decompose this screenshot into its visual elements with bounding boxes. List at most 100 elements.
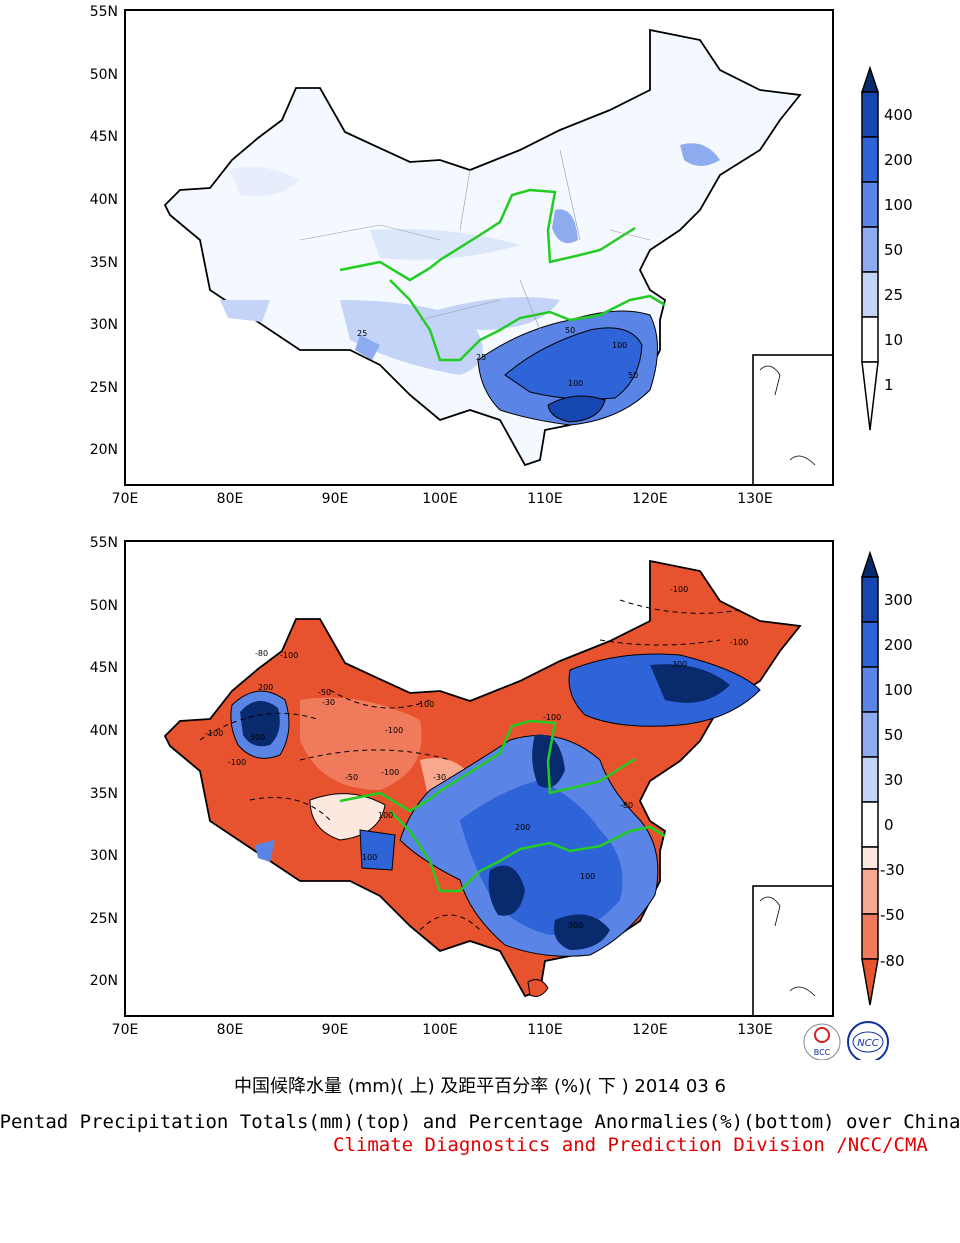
anomaly-positive-patch — [359, 829, 396, 871]
bottom-lon-axis: 70E 80E 90E 100E 110E 120E 130E — [112, 1022, 773, 1038]
contour-label: -50 — [345, 773, 358, 782]
contour-label: -30 — [322, 698, 335, 707]
lon-label: 90E — [322, 491, 349, 507]
lat-label: 25N — [90, 911, 118, 927]
yangtze-river — [389, 810, 666, 893]
lon-label: 110E — [527, 491, 563, 507]
contour-label: -100 — [543, 713, 561, 722]
south-china-sea-inset — [752, 354, 833, 485]
inset-coastline — [759, 896, 816, 997]
colorbar-label: 10 — [884, 331, 903, 349]
colorbar-label: 50 — [884, 726, 903, 744]
contour-label: -100 — [416, 700, 434, 709]
precip-200-area — [547, 395, 606, 423]
lon-label: 70E — [112, 491, 139, 507]
lat-label: 25N — [90, 380, 118, 396]
colorbar-label: 400 — [884, 106, 913, 124]
precip-10-patch — [220, 300, 270, 322]
precip-10-patch — [230, 166, 300, 196]
contour-label: -100 — [205, 729, 223, 738]
contour-label: 200 — [258, 683, 273, 692]
lat-label: 30N — [90, 848, 118, 864]
inset-coastline — [759, 365, 816, 466]
lon-label: 70E — [112, 1022, 139, 1038]
contour-label: 300 — [672, 660, 687, 669]
lon-label: 80E — [217, 491, 244, 507]
precip-25-patch — [680, 143, 720, 166]
bottom-map-content — [163, 559, 833, 1016]
anomaly-minus30-patch — [309, 793, 386, 841]
colorbar-label: 0 — [884, 816, 894, 834]
lat-label: 20N — [90, 973, 118, 989]
precip-10-patch — [370, 229, 520, 260]
colorbar-label: 30 — [884, 771, 903, 789]
yellow-river — [339, 188, 636, 282]
colorbar-label: 1 — [884, 376, 894, 394]
lat-label: 30N — [90, 317, 118, 333]
contour-label: 100 — [362, 853, 377, 862]
contour-label: -30 — [433, 773, 446, 782]
yangtze-river — [389, 279, 666, 362]
lon-label: 90E — [322, 1022, 349, 1038]
contour-label: 100 — [612, 341, 627, 350]
contour-label: 300 — [250, 733, 265, 742]
contour-label: 100 — [378, 811, 393, 820]
colorbar-label: -80 — [880, 952, 905, 970]
top-colorbar: 400 200 100 50 25 10 1 — [860, 65, 913, 431]
colorbar-label: 25 — [884, 286, 903, 304]
lon-label: 120E — [632, 1022, 668, 1038]
lat-label: 20N — [90, 442, 118, 458]
precip-10-patch — [420, 297, 560, 330]
lon-label: 80E — [217, 1022, 244, 1038]
contour-label: 25 — [476, 353, 486, 362]
contour-label: 300 — [568, 921, 583, 930]
lat-label: 40N — [90, 723, 118, 739]
lat-label: 50N — [90, 67, 118, 83]
anomaly-positive-core — [554, 914, 610, 950]
contour-label: 50 — [628, 371, 638, 380]
contour-label: 50 — [565, 326, 575, 335]
negative-contours — [199, 599, 741, 931]
bcc-logo-text: BCC — [814, 1048, 831, 1057]
top-contour-labels: 25 25 50 100 100 50 — [357, 326, 638, 388]
contour-label: 25 — [357, 329, 367, 338]
ncc-logo: NCC — [847, 1021, 889, 1060]
lat-label: 40N — [90, 192, 118, 208]
precip-25-patch — [552, 209, 578, 244]
lat-label: 35N — [90, 255, 118, 271]
contour-label: 100 — [568, 379, 583, 388]
contour-label: 100 — [580, 872, 595, 881]
contour-label: -100 — [280, 651, 298, 660]
province-borders — [299, 149, 651, 331]
lat-label: 55N — [90, 4, 118, 20]
colorbar-label: -30 — [880, 861, 905, 879]
contour-label: -80 — [620, 801, 633, 810]
anomaly-positive-core-xinjiang — [240, 700, 280, 747]
colorbar-label: 200 — [884, 636, 913, 654]
contour-label: -100 — [670, 585, 688, 594]
anomaly-positive-core — [650, 664, 730, 703]
ncc-logo-text: NCC — [857, 1038, 878, 1049]
lon-label: 100E — [422, 1022, 458, 1038]
contour-label: -100 — [385, 726, 403, 735]
bottom-lat-axis: 55N 50N 45N 40N 35N 30N 25N 20N — [90, 535, 118, 989]
lat-label: 35N — [90, 786, 118, 802]
lon-label: 130E — [737, 491, 773, 507]
contour-label: -50 — [318, 688, 331, 697]
credit-caption: Climate Diagnostics and Prediction Divis… — [333, 1134, 928, 1156]
contour-label: 200 — [515, 823, 530, 832]
yellow-river — [339, 719, 636, 813]
english-caption: Pentad Precipitation Totals(mm)(top) and… — [0, 1111, 960, 1133]
hainan-island — [527, 979, 549, 997]
lon-label: 100E — [422, 491, 458, 507]
bottom-anomaly-map: -100 -80 -100 -100 200 300 -100 -100 -50… — [90, 535, 913, 1060]
lon-label: 110E — [527, 1022, 563, 1038]
contour-label: -100 — [228, 758, 246, 767]
bottom-colorbar: 300 200 100 50 30 0 -30 -50 -80 — [860, 550, 913, 1006]
colorbar-label: 100 — [884, 681, 913, 699]
top-lon-axis: 70E 80E 90E 100E 110E 120E 130E — [112, 491, 773, 507]
anomaly-minus50-patch — [300, 697, 422, 790]
south-china-sea-inset — [752, 885, 833, 1016]
top-lat-axis: 55N 50N 45N 40N 35N 30N 25N 20N — [90, 4, 118, 458]
contour-label: -100 — [381, 768, 399, 777]
